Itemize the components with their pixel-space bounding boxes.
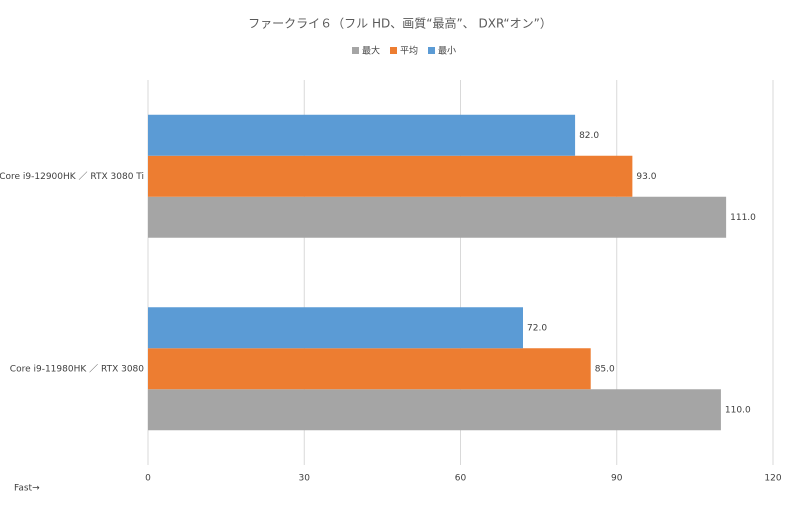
x-tick-label: 0 — [145, 474, 151, 484]
legend-label: 最大 — [362, 45, 380, 57]
value-label: 82.0 — [579, 131, 599, 141]
legend-label: 平均 — [400, 45, 418, 57]
y-tick-label: Core i9-12900HK ／ RTX 3080 Ti — [0, 171, 144, 182]
annotation: Fast→ — [14, 484, 40, 494]
y-tick-label: Core i9-11980HK ／ RTX 3080 — [10, 363, 144, 374]
legend-swatch — [390, 47, 397, 54]
value-label: 110.0 — [725, 405, 751, 415]
chart-title: ファークライ６（フル HD、画質“最高”、 DXR“オン”） — [248, 16, 552, 31]
value-label: 93.0 — [636, 172, 656, 182]
x-tick-label: 90 — [611, 474, 623, 484]
bar — [148, 348, 591, 390]
bar — [148, 114, 576, 156]
x-tick-label: 60 — [455, 474, 467, 484]
bar — [148, 155, 633, 197]
legend-swatch — [352, 47, 359, 54]
value-label: 85.0 — [595, 364, 615, 374]
bar — [148, 307, 523, 349]
value-label: 72.0 — [527, 323, 547, 333]
x-tick-label: 120 — [764, 474, 781, 484]
value-label: 111.0 — [730, 213, 756, 223]
legend-swatch — [428, 47, 435, 54]
bar — [148, 196, 727, 238]
x-tick-label: 30 — [299, 474, 311, 484]
legend-label: 最小 — [438, 46, 456, 57]
bar — [148, 389, 721, 431]
